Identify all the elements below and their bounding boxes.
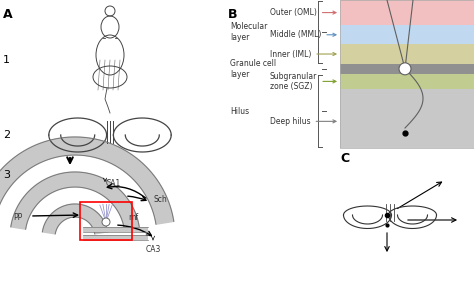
Bar xyxy=(340,44,474,64)
Bar xyxy=(340,0,474,148)
Bar xyxy=(340,89,474,148)
Text: Molecular
layer: Molecular layer xyxy=(230,22,267,42)
Bar xyxy=(83,235,148,240)
Polygon shape xyxy=(0,137,174,224)
Text: 3: 3 xyxy=(3,170,10,180)
Bar xyxy=(340,0,474,25)
Text: Outer (OML): Outer (OML) xyxy=(270,8,336,17)
Text: mf: mf xyxy=(128,214,138,222)
Circle shape xyxy=(399,63,411,75)
Text: Deep hilus: Deep hilus xyxy=(270,117,336,126)
Text: A: A xyxy=(3,8,13,21)
Bar xyxy=(340,25,474,44)
Text: PP: PP xyxy=(13,214,23,222)
Polygon shape xyxy=(11,172,139,229)
Text: B: B xyxy=(228,8,237,21)
Text: 2: 2 xyxy=(3,130,10,140)
Circle shape xyxy=(102,218,110,226)
Bar xyxy=(83,227,148,232)
Bar xyxy=(340,74,474,89)
Text: Granule cell
layer: Granule cell layer xyxy=(230,59,276,78)
Text: Middle (MML): Middle (MML) xyxy=(270,30,336,39)
Text: CA3: CA3 xyxy=(146,246,161,255)
Text: C: C xyxy=(340,152,349,165)
Polygon shape xyxy=(42,204,108,234)
Bar xyxy=(340,64,474,74)
Text: Inner (IML): Inner (IML) xyxy=(270,50,336,59)
Text: CA1: CA1 xyxy=(105,179,120,189)
Text: Subgranular
zone (SGZ): Subgranular zone (SGZ) xyxy=(270,72,336,91)
Text: Hilus: Hilus xyxy=(230,107,249,116)
Text: 1: 1 xyxy=(3,55,10,65)
Text: Sch: Sch xyxy=(153,195,167,205)
Bar xyxy=(80,202,132,240)
